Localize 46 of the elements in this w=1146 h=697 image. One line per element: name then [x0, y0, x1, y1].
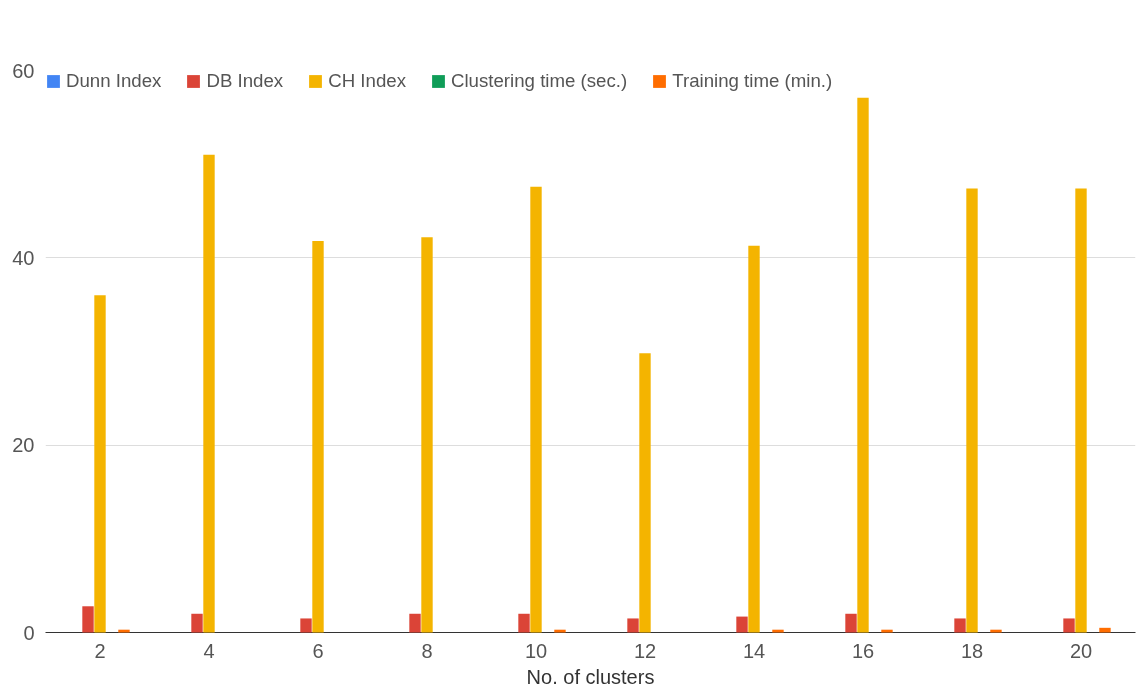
y-tick-label: 0	[23, 621, 35, 644]
x-axis-title: No. of clusters	[526, 665, 655, 688]
legend-label: Dunn Index	[66, 70, 162, 92]
bar	[94, 295, 106, 633]
bar	[518, 613, 530, 633]
bar	[530, 186, 542, 633]
bar	[203, 154, 215, 633]
bar	[772, 629, 784, 633]
x-tick-label: 14	[742, 639, 766, 662]
bar	[1099, 627, 1111, 633]
bar	[191, 613, 203, 633]
bar	[639, 353, 651, 633]
bar	[300, 618, 312, 633]
bar	[881, 629, 893, 633]
bar	[857, 97, 869, 633]
bar	[421, 237, 433, 633]
y-tick-label: 20	[12, 434, 35, 457]
bar	[736, 616, 748, 633]
x-tick-label: 2	[94, 639, 106, 662]
bar	[1063, 618, 1075, 633]
x-tick-label: 8	[421, 639, 433, 662]
y-tick-label: 40	[12, 246, 35, 269]
x-tick-label: 6	[312, 639, 324, 662]
bar	[845, 613, 857, 633]
legend-label: CH Index	[328, 70, 406, 92]
bar	[82, 606, 94, 633]
x-tick-label: 18	[960, 639, 984, 662]
bar	[748, 245, 760, 633]
x-tick-label: 12	[633, 639, 657, 662]
bar	[1075, 188, 1087, 633]
x-tick-label: 16	[851, 639, 875, 662]
x-tick-label: 10	[524, 639, 548, 662]
x-tick-label: 20	[1069, 639, 1093, 662]
legend-label: DB Index	[206, 70, 284, 92]
bar	[966, 188, 978, 633]
y-tick-label: 60	[12, 59, 35, 82]
bar	[409, 613, 421, 633]
bar	[118, 629, 130, 633]
bar	[954, 618, 966, 633]
bar	[627, 618, 639, 633]
legend-label: Clustering time (sec.)	[450, 70, 628, 92]
x-tick-label: 4	[203, 639, 215, 662]
legend-label: Training time (min.)	[672, 70, 833, 92]
bar	[990, 629, 1002, 633]
bar	[312, 240, 324, 633]
bar	[554, 629, 566, 633]
